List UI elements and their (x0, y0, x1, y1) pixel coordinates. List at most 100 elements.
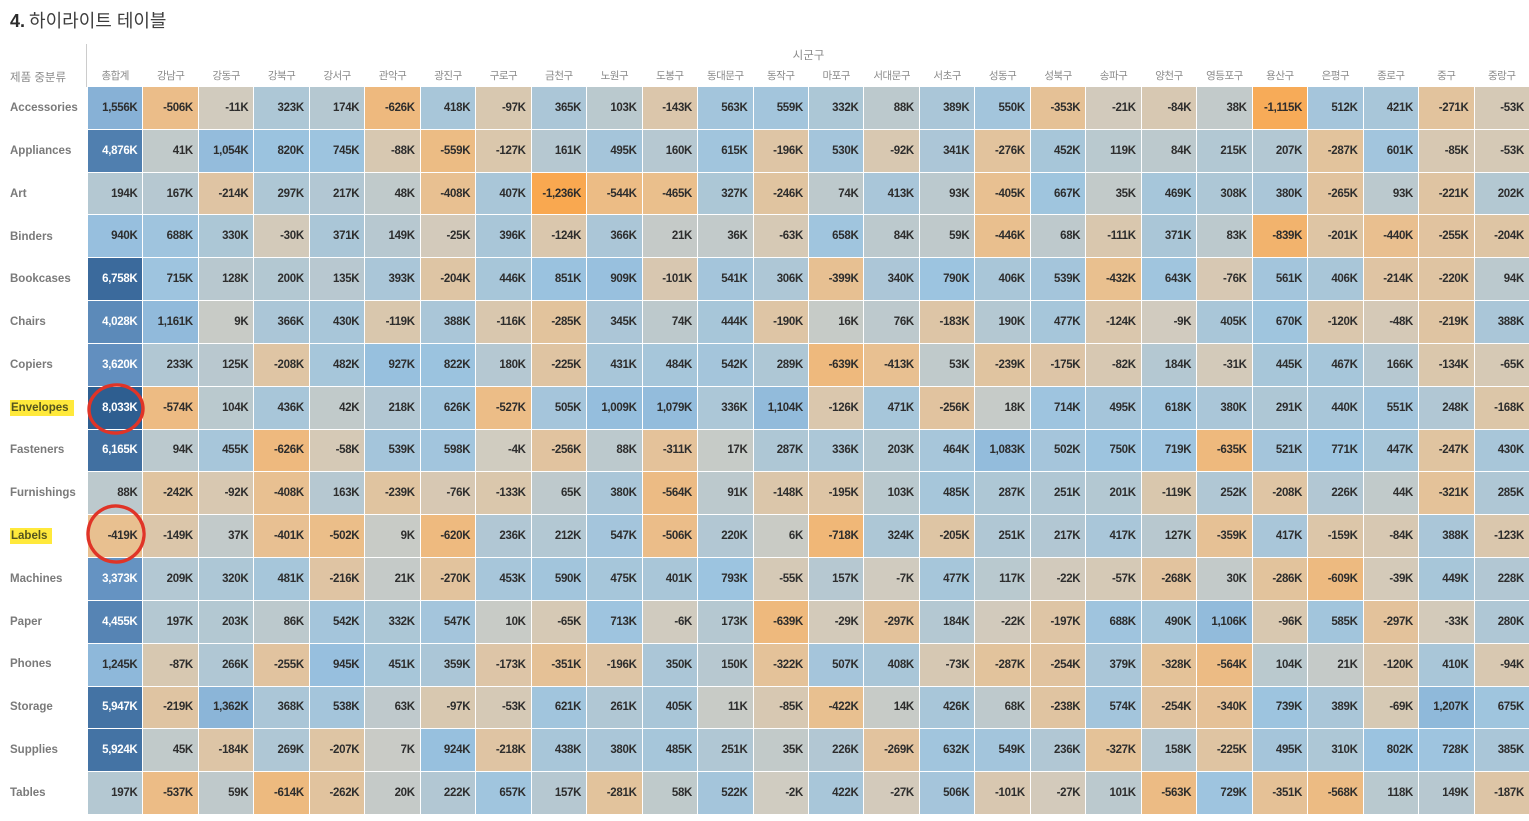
value-cell[interactable]: 324K (864, 515, 919, 558)
value-cell[interactable]: 550K (975, 87, 1030, 129)
row-label[interactable]: Storage (10, 701, 53, 714)
value-cell[interactable]: 745K (309, 129, 365, 172)
value-cell[interactable]: 93K (919, 172, 975, 215)
value-cell[interactable]: 365K (531, 87, 587, 129)
value-cell[interactable]: -57K (1086, 558, 1141, 600)
value-cell[interactable]: 125K (198, 343, 254, 386)
value-cell[interactable]: 449K (1419, 558, 1474, 600)
value-cell[interactable]: 793K (698, 558, 753, 600)
value-cell[interactable]: 158K (1141, 729, 1197, 772)
value-cell[interactable]: 380K (1252, 172, 1308, 215)
value-cell[interactable]: 209K (143, 558, 198, 600)
value-cell[interactable]: 327K (698, 172, 753, 215)
value-cell[interactable]: 574K (1086, 686, 1141, 729)
value-cell[interactable]: -65K (531, 600, 587, 643)
value-cell[interactable]: 405K (1197, 301, 1252, 343)
value-cell[interactable]: -195K (809, 472, 864, 515)
value-cell[interactable]: -25K (420, 215, 476, 258)
value-cell[interactable]: -574K (143, 386, 198, 429)
value-cell[interactable]: -33K (1419, 600, 1474, 643)
value-cell[interactable]: 389K (1308, 686, 1363, 729)
value-cell[interactable]: 851K (531, 258, 587, 301)
value-cell[interactable]: -148K (753, 472, 808, 515)
value-cell[interactable]: 388K (1474, 301, 1529, 343)
value-cell[interactable]: 940K (88, 215, 143, 258)
value-cell[interactable]: 65K (531, 472, 587, 515)
value-cell[interactable]: 207K (1252, 129, 1308, 172)
value-cell[interactable]: 482K (309, 343, 365, 386)
row-label[interactable]: Phones (10, 658, 52, 671)
value-cell[interactable]: 340K (864, 258, 919, 301)
value-cell[interactable]: -124K (531, 215, 587, 258)
value-cell[interactable]: 251K (698, 729, 753, 772)
value-cell[interactable]: -53K (476, 686, 531, 729)
value-cell[interactable]: 18K (975, 386, 1030, 429)
value-cell[interactable]: 632K (919, 729, 975, 772)
value-cell[interactable]: -405K (975, 172, 1030, 215)
value-cell[interactable]: -123K (1474, 515, 1529, 558)
value-cell[interactable]: -119K (1141, 472, 1197, 515)
value-cell[interactable]: 226K (1308, 472, 1363, 515)
value-cell[interactable]: 42K (309, 386, 365, 429)
value-cell[interactable]: 20K (365, 772, 420, 814)
value-cell[interactable]: -204K (420, 258, 476, 301)
value-cell[interactable]: -639K (753, 600, 808, 643)
column-header[interactable]: 중랑구 (1488, 70, 1516, 82)
column-header[interactable]: 관악구 (378, 70, 407, 82)
value-cell[interactable]: 280K (1474, 600, 1529, 643)
value-cell[interactable]: -419K (88, 515, 143, 558)
value-cell[interactable]: 713K (587, 600, 642, 643)
value-cell[interactable]: 559K (753, 87, 808, 129)
value-cell[interactable]: -614K (254, 772, 309, 814)
value-cell[interactable]: 117K (975, 558, 1030, 600)
value-cell[interactable]: 464K (919, 429, 975, 472)
value-cell[interactable]: 408K (864, 643, 919, 686)
value-cell[interactable]: 21K (365, 558, 420, 600)
value-cell[interactable]: 3,373K (88, 558, 143, 600)
value-cell[interactable]: -620K (420, 515, 476, 558)
value-cell[interactable]: 601K (1363, 129, 1419, 172)
value-cell[interactable]: -149K (143, 515, 198, 558)
value-cell[interactable]: -256K (531, 429, 587, 472)
value-cell[interactable]: -254K (1141, 686, 1197, 729)
column-header[interactable]: 영등포구 (1206, 70, 1243, 82)
value-cell[interactable]: 542K (309, 600, 365, 643)
value-cell[interactable]: 63K (365, 686, 420, 729)
value-cell[interactable]: -1,236K (531, 172, 587, 215)
value-cell[interactable]: 306K (753, 258, 808, 301)
value-cell[interactable]: 547K (587, 515, 642, 558)
value-cell[interactable]: 379K (1086, 643, 1141, 686)
column-header[interactable]: 구로구 (489, 70, 518, 82)
value-cell[interactable]: 222K (420, 772, 476, 814)
value-cell[interactable]: -465K (642, 172, 698, 215)
column-header[interactable]: 양천구 (1155, 70, 1183, 82)
value-cell[interactable]: -175K (1030, 343, 1086, 386)
value-cell[interactable]: 84K (1141, 129, 1197, 172)
value-cell[interactable]: 371K (309, 215, 365, 258)
value-cell[interactable]: 53K (919, 343, 975, 386)
value-cell[interactable]: -65K (1474, 343, 1529, 386)
value-cell[interactable]: 88K (587, 429, 642, 472)
value-cell[interactable]: -208K (1252, 472, 1308, 515)
value-cell[interactable]: -568K (1308, 772, 1363, 814)
row-label[interactable]: Chairs (10, 316, 46, 329)
value-cell[interactable]: -48K (1363, 301, 1419, 343)
value-cell[interactable]: 417K (1086, 515, 1141, 558)
value-cell[interactable]: 5,924K (88, 729, 143, 772)
value-cell[interactable]: 621K (531, 686, 587, 729)
value-cell[interactable]: -1,115K (1252, 87, 1308, 129)
value-cell[interactable]: 197K (88, 772, 143, 814)
value-cell[interactable]: 945K (309, 643, 365, 686)
value-cell[interactable]: 547K (420, 600, 476, 643)
value-cell[interactable]: 233K (143, 343, 198, 386)
value-cell[interactable]: 453K (476, 558, 531, 600)
value-cell[interactable]: 422K (809, 772, 864, 814)
value-cell[interactable]: 119K (1086, 129, 1141, 172)
column-header[interactable]: 광진구 (434, 70, 462, 82)
value-cell[interactable]: 502K (1030, 429, 1086, 472)
value-cell[interactable]: 76K (864, 301, 919, 343)
value-cell[interactable]: -187K (1474, 772, 1529, 814)
value-cell[interactable]: -31K (1197, 343, 1252, 386)
value-cell[interactable]: 445K (1252, 343, 1308, 386)
value-cell[interactable]: -297K (864, 600, 919, 643)
